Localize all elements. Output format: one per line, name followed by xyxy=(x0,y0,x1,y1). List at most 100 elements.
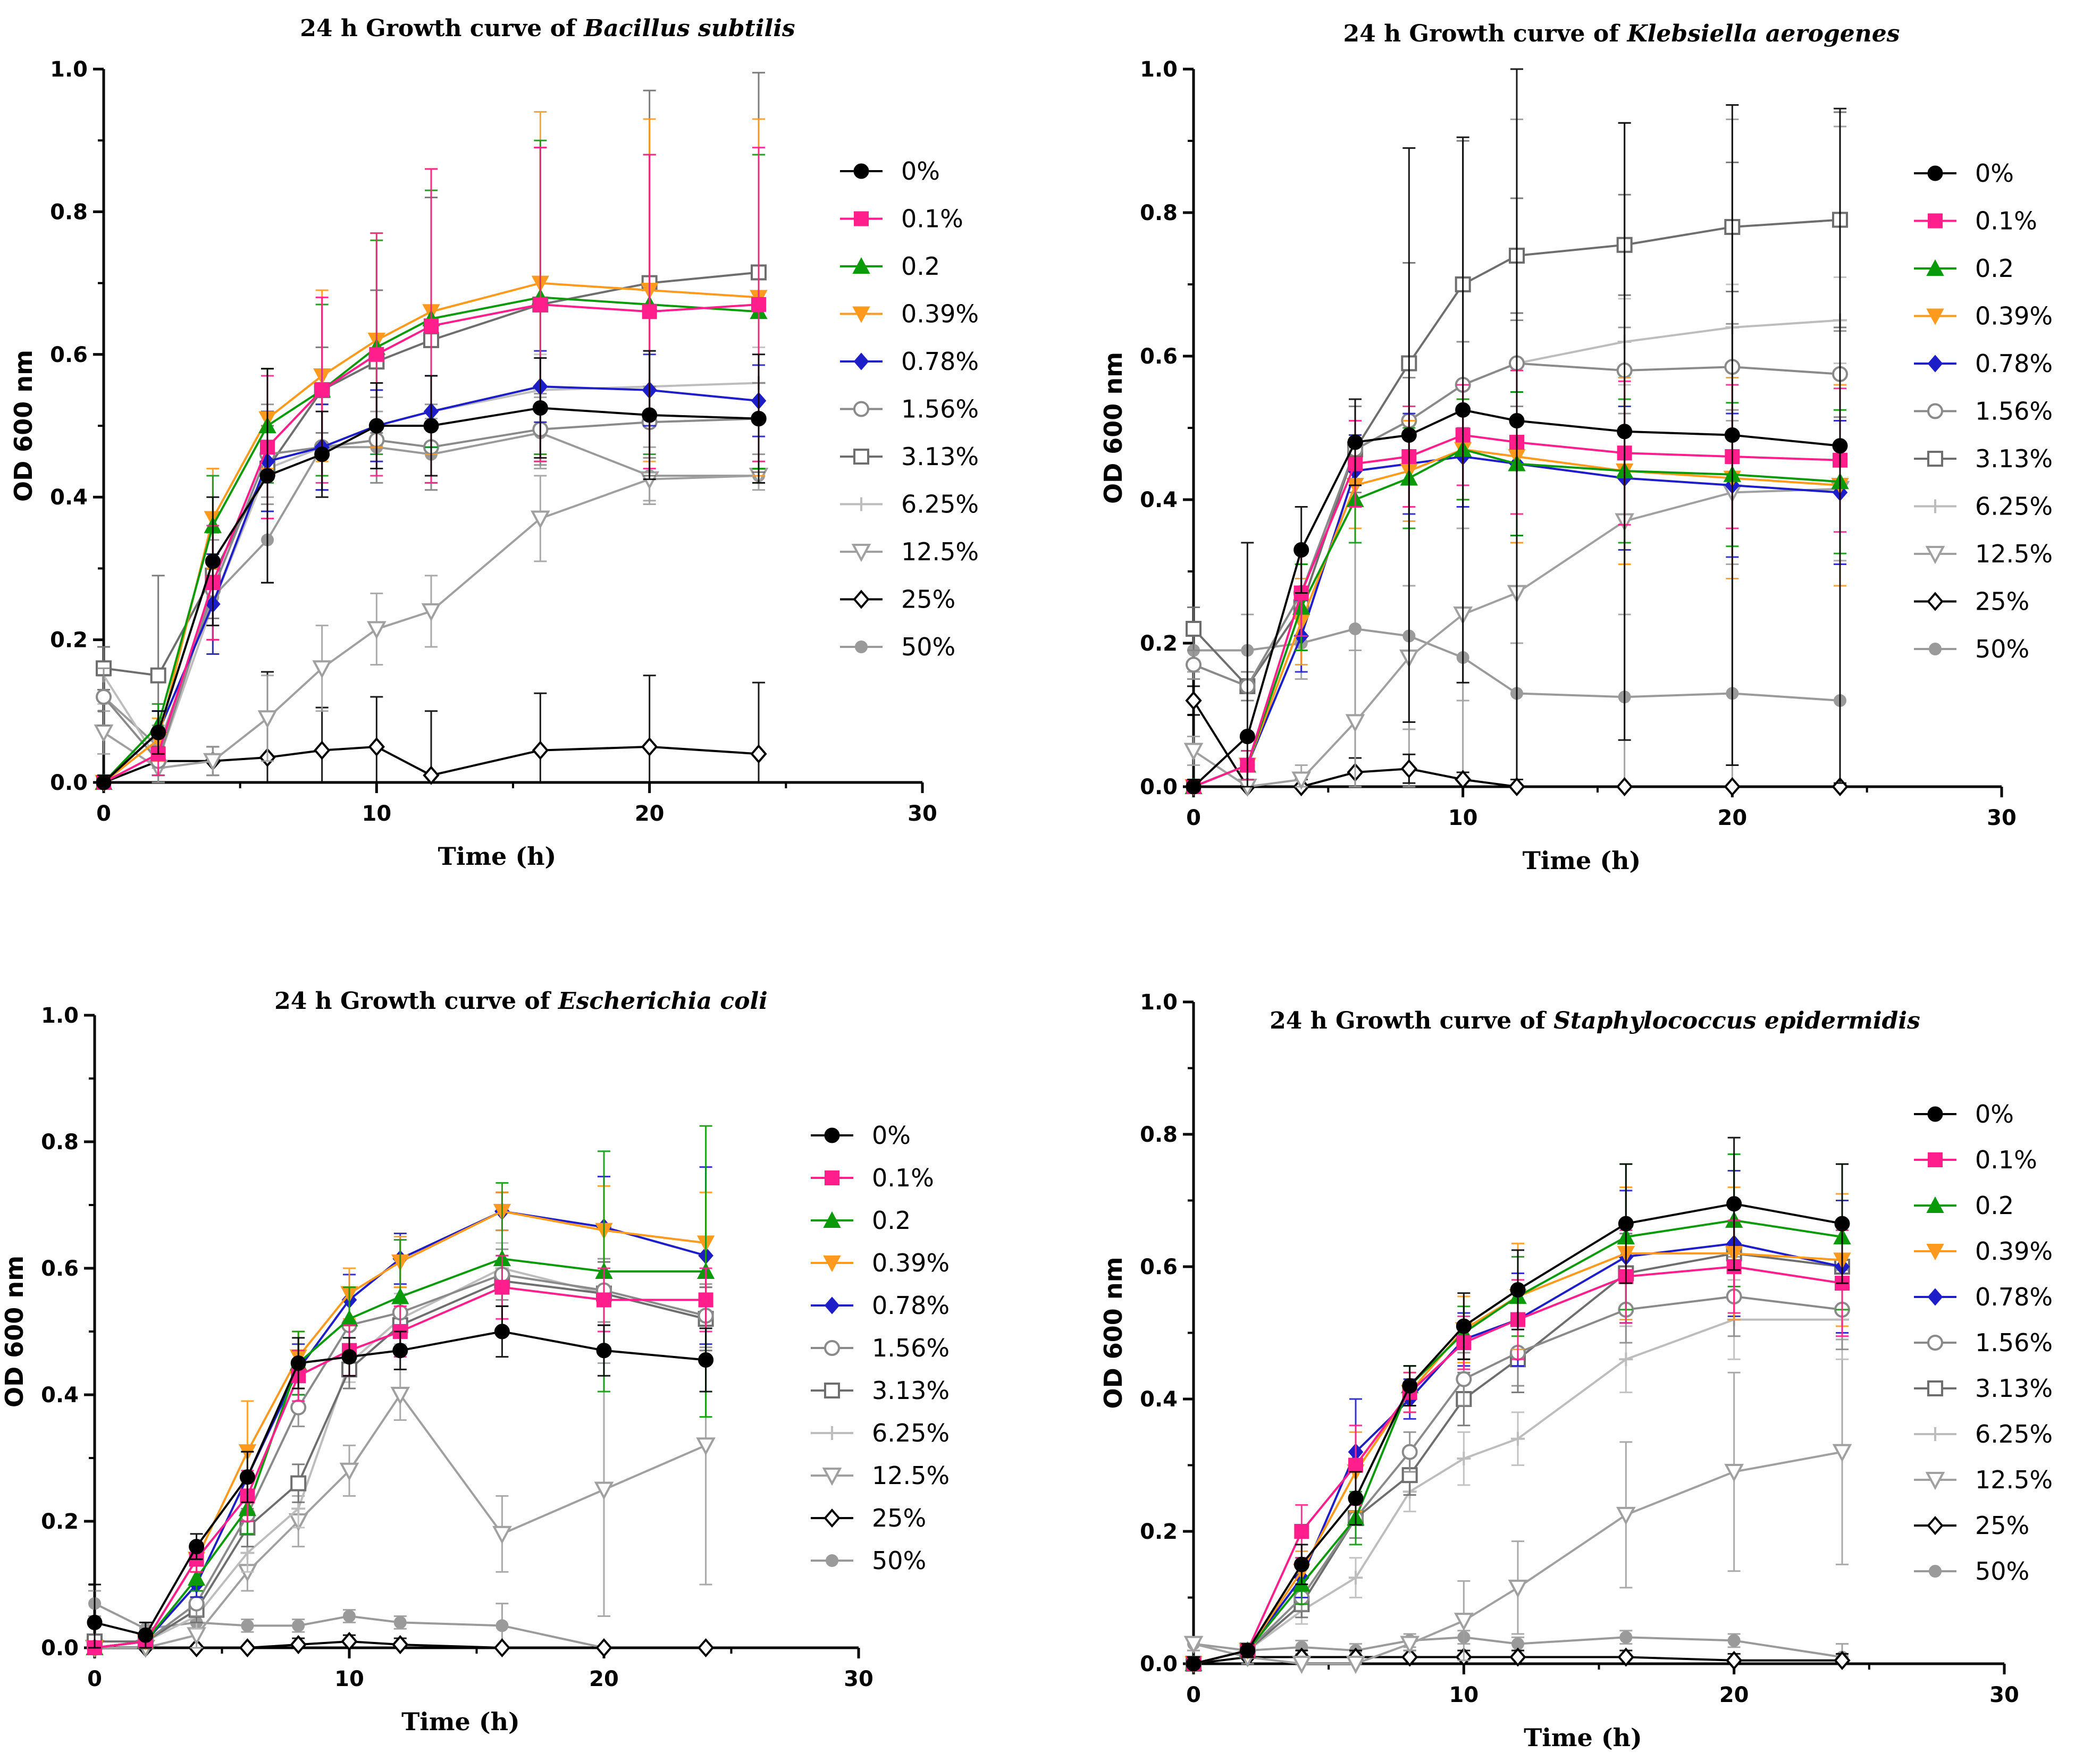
x-tick-label: 20 xyxy=(589,1667,619,1691)
data-point xyxy=(595,1638,612,1658)
data-point xyxy=(1456,1371,1472,1387)
legend-item-1-56pct: 1.56% xyxy=(840,395,979,424)
x-tick-label: 20 xyxy=(1717,806,1747,830)
data-point xyxy=(494,1279,510,1295)
legend-marker xyxy=(1927,1288,1943,1306)
legend-marker xyxy=(853,449,869,465)
legend-marker xyxy=(1927,1380,1943,1396)
data-point xyxy=(1726,1196,1742,1212)
legend-item-25pct: 25% xyxy=(1914,587,2029,616)
legend-marker xyxy=(854,497,868,511)
series-line xyxy=(103,407,759,783)
legend-label: 0.39% xyxy=(872,1249,950,1277)
legend-label: 50% xyxy=(901,633,955,661)
data-point xyxy=(239,1638,256,1658)
legend-marker xyxy=(1927,1335,1943,1351)
legend-item-6-25pct: 6.25% xyxy=(811,1419,950,1447)
legend-label: 0.78% xyxy=(1975,1283,2053,1311)
legend-label: 50% xyxy=(872,1546,926,1575)
series-0-1pct xyxy=(87,1254,713,1655)
data-point xyxy=(391,1287,409,1304)
data-point xyxy=(1183,1636,1204,1654)
data-point xyxy=(239,1469,255,1485)
legend-label: 3.13% xyxy=(872,1376,950,1405)
y-tick-label: 0.6 xyxy=(1140,1255,1178,1279)
legend-item-0-39pct: 0.39% xyxy=(811,1249,950,1277)
chart-title: 24 h Growth curve of Escherichia coli xyxy=(274,988,768,1015)
chart-title: 24 h Growth curve of Staphylococcus epid… xyxy=(1270,1007,1920,1034)
data-point xyxy=(1832,1444,1852,1462)
data-point xyxy=(1401,1444,1418,1460)
chart-title-prefix: 24 h Growth curve of xyxy=(1270,1007,1553,1034)
legend-label: 1.56% xyxy=(1975,1328,2053,1357)
legend-marker xyxy=(1927,451,1943,467)
legend-marker xyxy=(853,589,870,609)
data-point xyxy=(1455,770,1472,789)
legend-label: 0.78% xyxy=(1975,349,2053,378)
series-line xyxy=(1193,1318,1842,1665)
legend-label: 6.25% xyxy=(1975,1420,2053,1448)
data-point xyxy=(87,1614,103,1630)
data-point xyxy=(1185,690,1202,711)
chart-title-species: Staphylococcus epidermidis xyxy=(1553,1007,1920,1034)
legend-marker xyxy=(825,1170,839,1185)
data-point xyxy=(343,1610,356,1623)
data-point xyxy=(1618,1216,1634,1232)
data-point xyxy=(1401,427,1417,443)
data-point xyxy=(423,418,439,434)
chart-title-species: Escherichia coli xyxy=(557,988,768,1015)
legend-label: 3.13% xyxy=(1975,444,2053,473)
legend-label: 0.78% xyxy=(872,1291,950,1320)
legend-item-0-78pct: 0.78% xyxy=(1914,1283,2053,1311)
data-point xyxy=(314,382,330,398)
data-point xyxy=(642,304,657,319)
data-point xyxy=(1291,771,1312,790)
data-point xyxy=(1400,1636,1420,1654)
legend-item-6-25pct: 6.25% xyxy=(1914,1420,2053,1448)
legend-item-0-1pct: 0.1% xyxy=(811,1164,934,1192)
x-axis-label: Time (h) xyxy=(438,842,557,871)
legend-label: 0.39% xyxy=(901,300,979,328)
legend-item-0-2: 0.2 xyxy=(840,252,940,281)
legend-label: 25% xyxy=(1975,587,2029,616)
series-line xyxy=(1193,448,1841,788)
legend-item-0-39pct: 0.39% xyxy=(1914,302,2053,331)
legend-item-12-5pct: 12.5% xyxy=(811,1461,950,1490)
y-axis-label: OD 600 nm xyxy=(0,1256,29,1408)
data-point xyxy=(1293,1556,1309,1572)
legend-label: 25% xyxy=(1975,1511,2029,1540)
data-point xyxy=(392,1634,409,1655)
x-tick-label: 30 xyxy=(1987,806,2017,830)
series-line xyxy=(1193,434,1841,788)
legend-label: 0.78% xyxy=(901,347,979,376)
data-point xyxy=(421,603,441,622)
legend-item-0pct: 0% xyxy=(1914,1100,2014,1128)
data-point xyxy=(495,1619,509,1632)
series-line xyxy=(1193,1451,1843,1665)
legend-marker xyxy=(1925,546,1945,564)
legend-marker xyxy=(824,1296,840,1315)
data-point xyxy=(423,765,440,785)
data-point xyxy=(492,1526,512,1545)
legend-label: 12.5% xyxy=(872,1461,950,1490)
y-axis-label: OD 600 nm xyxy=(1099,1257,1128,1409)
legend-item-12-5pct: 12.5% xyxy=(840,537,979,566)
series-line xyxy=(94,1258,706,1649)
legend-item-0pct: 0% xyxy=(1914,159,2014,188)
series-line xyxy=(103,296,759,783)
data-point xyxy=(532,740,549,760)
legend-label: 0.2 xyxy=(901,252,940,281)
y-tick-label: 0.2 xyxy=(1140,631,1178,656)
legend-item-3-13pct: 3.13% xyxy=(811,1376,950,1405)
data-point xyxy=(290,1355,306,1371)
data-point xyxy=(1616,777,1633,797)
data-point xyxy=(1509,1647,1526,1667)
data-point xyxy=(1619,1352,1633,1367)
legend-marker xyxy=(1927,355,1943,373)
legend-label: 25% xyxy=(872,1504,926,1532)
data-point xyxy=(96,774,112,790)
x-axis-label: Time (h) xyxy=(1524,1723,1642,1752)
legend-marker xyxy=(1927,1106,1943,1122)
data-point xyxy=(1617,424,1633,440)
data-point xyxy=(1617,1647,1634,1667)
